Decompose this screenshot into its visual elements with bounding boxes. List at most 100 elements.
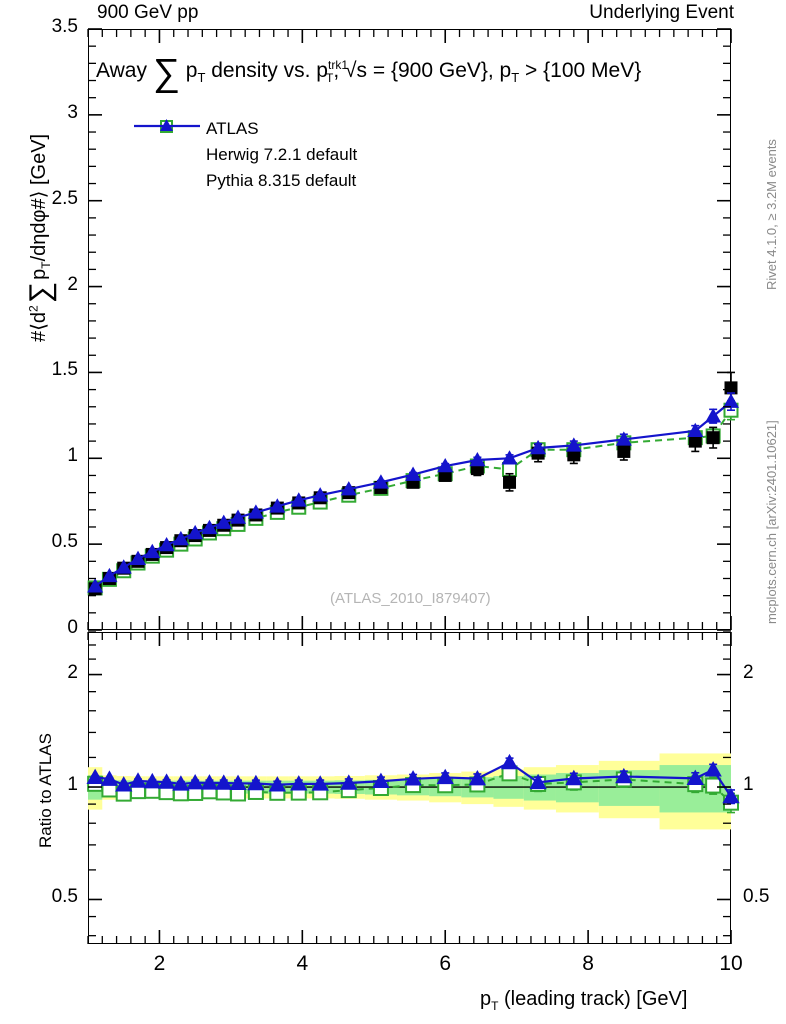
marker-pythia [705,408,722,423]
marker-pythia [172,530,189,546]
marker-pythia [501,450,518,465]
ratio-marker-pythia [247,774,265,791]
ratio-marker-pythia [186,774,204,790]
header-right: Underlying Event [589,2,734,23]
marker-pythia [247,504,264,519]
plot-title: Away ∑ pT density vs. ptrk1T, √s = {900 … [96,52,641,95]
ratio-marker-pythia [372,772,390,789]
axis-tick-label: 2 [743,661,754,683]
title-away: Away [96,59,147,82]
marker-pythia [87,578,104,593]
ratio-marker-pythia [500,753,519,770]
marker-pythia [530,439,547,455]
title-sup-trk1: trk1 [327,58,348,72]
marker-atlas [688,434,702,448]
marker-pythia [101,567,118,583]
title-subT2: T [326,71,334,86]
legend-label-herwig: Herwig 7.2.1 default [206,145,358,164]
ratio-marker-pythia [129,772,147,788]
marker-pythia [405,466,422,481]
axis-tick-label: 10 [719,952,743,975]
ratio-marker-pythia [340,774,358,790]
marker-pythia [469,451,486,467]
marker-pythia [290,492,307,507]
ratio-marker-pythia [115,776,133,792]
ratio-marker-pythia [615,767,633,784]
marker-pythia [201,519,218,535]
axis-tick-label: 0.5 [51,531,78,553]
ratio-marker-pythia [686,769,704,786]
marker-pythia [158,536,175,552]
axis-tick-label: 2 [67,661,78,683]
x-label-subT: T [491,999,499,1013]
title-density: density vs. p [211,59,328,82]
marker-atlas [503,475,517,489]
axis-tick-label: 1 [67,774,78,796]
marker-pythia [115,559,132,574]
axis-tick-label: 2 [153,952,166,975]
marker-pythia [565,437,582,452]
ratio-marker-pythia [215,774,233,790]
marker-pythia [687,422,704,438]
axis-tick-label: 1 [67,445,78,467]
marker-atlas [617,444,631,458]
axis-tick-label: 8 [582,952,594,975]
marker-pythia [372,474,389,489]
legend-item-pythia[interactable]: Pythia 8.315 default [132,119,357,194]
axis-tick-label: 4 [296,952,309,975]
ratio-marker-pythia [172,775,190,791]
ratio-marker-pythia [157,773,176,789]
title-tail: > {100 MeV} [519,59,642,82]
marker-pythia [129,550,147,565]
axis-tick-label: 0.5 [743,886,770,908]
ratio-marker-pythia [311,775,329,791]
header-left: 900 GeV pp [97,2,199,23]
ratio-marker-pythia [704,761,722,777]
axis-tick-label: 6 [439,952,452,975]
axis-tick-label: 0.5 [51,886,78,908]
ratio-marker-pythia [229,774,247,791]
marker-atlas [724,381,738,395]
marker-pythia [215,514,232,529]
ratio-marker-pythia [100,770,119,786]
axis-tick-label: 2.5 [51,187,78,209]
x-axis-label: pT (leading track) [GeV] [480,988,687,1013]
legend-label-pythia: Pythia 8.315 default [206,171,357,190]
marker-pythia [615,431,632,446]
axis-tick-label: 3.5 [51,16,78,37]
ratio-marker-pythia [268,776,287,792]
legend: ATLAS Herwig 7.2.1 default Pythia 8.315 … [132,116,357,194]
x-label-rest: (leading track) [GeV] [498,988,688,1010]
marker-pythia [722,393,740,408]
title-p: p [185,59,198,82]
title-subT: T [197,70,206,86]
marker-pythia [340,481,357,496]
legend-label-atlas: ATLAS [206,119,259,138]
marker-pythia [229,509,247,524]
ratio-marker-pythia [200,774,219,790]
ratio-marker-pythia [86,768,104,784]
ratio-marker-pythia [565,769,583,786]
marker-pythia [437,457,454,473]
marker-pythia [187,524,204,540]
axis-tick-label: 1 [743,774,754,796]
axis-tick-label: 1.5 [51,359,78,381]
ratio-marker-pythia [404,770,422,786]
marker-atlas [706,431,720,445]
ratio-marker-herwig [705,777,722,794]
title-rest: , √s = {900 GeV}, p [333,59,512,82]
axis-tick-label: 2 [67,273,78,295]
marker-pythia [144,543,161,559]
title-subT3: T [511,70,520,86]
axis-tick-label: 3 [67,101,78,123]
ratio-marker-pythia [143,772,161,789]
x-label-p: p [480,988,492,1010]
title-sigma: ∑ [152,52,180,94]
axis-tick-label: 0 [67,617,78,638]
ratio-marker-pythia [290,775,308,791]
ratio-marker-pythia [529,773,547,790]
